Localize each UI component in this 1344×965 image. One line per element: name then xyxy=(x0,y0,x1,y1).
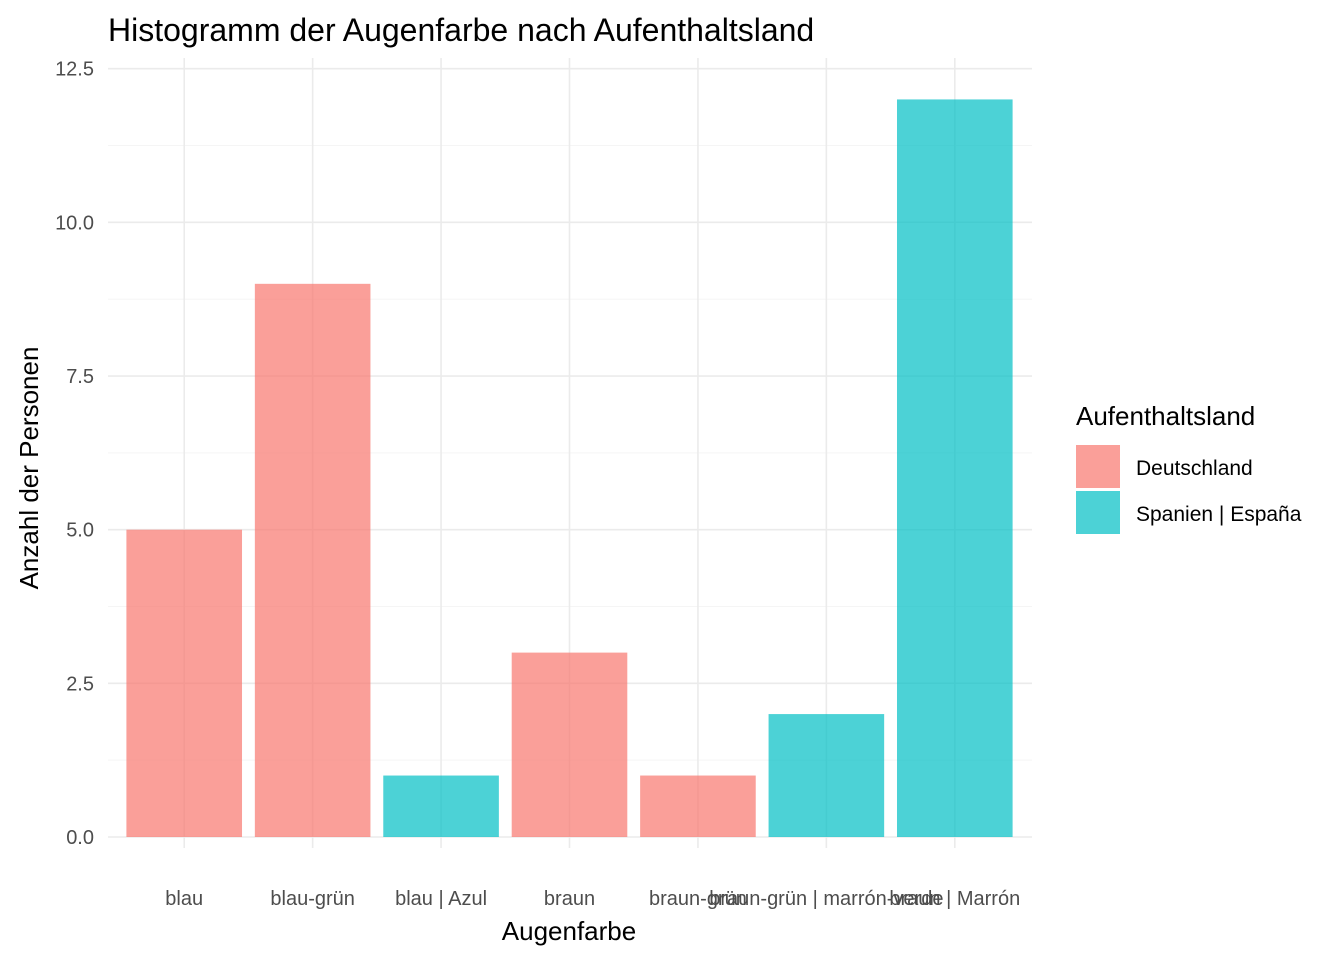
bar xyxy=(768,714,885,837)
x-tick-label: braun xyxy=(544,888,595,910)
x-tick-label: blau | Azul xyxy=(395,888,487,910)
y-tick-label: 10.0 xyxy=(55,212,94,234)
y-tick-label: 7.5 xyxy=(66,366,94,388)
y-tick-label: 0.0 xyxy=(66,827,94,849)
y-tick-label: 12.5 xyxy=(55,59,94,81)
legend-label: Deutschland xyxy=(1136,457,1253,480)
bar xyxy=(896,99,1013,837)
legend-key xyxy=(1076,491,1120,534)
x-tick-label: braun-grün xyxy=(649,888,747,910)
legend-title: Aufenthaltsland xyxy=(1076,401,1255,431)
x-tick-label: braun-grün | marrón-verde xyxy=(709,888,943,910)
ticks-layer: 0.0 2.5 5.0 7.5 10.0 12.5 blau blau-grün blau | … xyxy=(55,59,1020,910)
legend-entries: Deutschland Spanien | España xyxy=(1076,445,1302,534)
legend: Aufenthaltsland Deutschland Spanien | Esp… xyxy=(1076,401,1302,534)
y-tick-label: 5.0 xyxy=(66,520,94,542)
bars-layer xyxy=(126,99,1013,838)
y-tick-label: 2.5 xyxy=(66,673,94,695)
bar xyxy=(126,529,243,837)
x-tick-label: braun | Marrón xyxy=(889,888,1020,910)
x-tick-label: blau xyxy=(165,888,203,910)
legend-key xyxy=(1076,445,1120,488)
bar xyxy=(254,283,371,838)
bar xyxy=(640,775,756,837)
x-tick-label: blau-grün xyxy=(270,888,355,910)
x-axis-title: Augenfarbe xyxy=(502,916,636,946)
chart-title: Histogramm der Augenfarbe nach Aufenthal… xyxy=(108,12,814,48)
bar xyxy=(383,775,499,837)
bar xyxy=(511,652,628,837)
y-axis-title: Anzahl der Personen xyxy=(14,347,44,590)
legend-label: Spanien | España xyxy=(1136,503,1302,526)
